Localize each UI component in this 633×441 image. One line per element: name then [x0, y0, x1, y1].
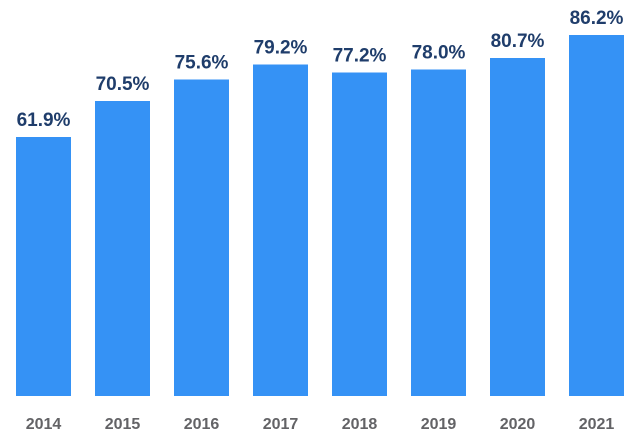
x-tick-label-2016: 2016 [184, 416, 220, 433]
value-label-2014: 61.9% [17, 110, 71, 131]
value-label-2017: 79.2% [254, 37, 308, 58]
value-label-2015: 70.5% [96, 74, 150, 95]
x-tick-label-2018: 2018 [342, 416, 378, 433]
x-tick-label-2021: 2021 [579, 416, 615, 433]
bar-2021 [569, 35, 624, 396]
value-label-2018: 77.2% [333, 46, 387, 67]
value-label-2021: 86.2% [570, 8, 624, 29]
value-label-2016: 75.6% [175, 52, 229, 73]
x-tick-label-2017: 2017 [263, 416, 299, 433]
x-tick-label-2014: 2014 [26, 416, 62, 433]
value-labels-group: 61.9% 70.5% 75.6% 79.2% 77.2% 78.0% 80.7% 86.2% [17, 8, 624, 131]
bar-2020 [490, 58, 545, 396]
x-tick-label-2020: 2020 [500, 416, 536, 433]
x-tick-label-2019: 2019 [421, 416, 457, 433]
bar-2017 [253, 64, 308, 396]
bar-2016 [174, 79, 229, 396]
value-label-2020: 80.7% [491, 31, 545, 52]
bar-2014 [16, 136, 71, 396]
bar-2019 [411, 69, 466, 396]
bar-2018 [332, 72, 387, 396]
bars-group [16, 35, 624, 396]
x-axis: 2014 2015 2016 2017 2018 2019 2020 2021 [26, 416, 615, 433]
bar-2015 [95, 100, 150, 396]
x-tick-label-2015: 2015 [105, 416, 141, 433]
value-label-2019: 78.0% [412, 42, 466, 63]
